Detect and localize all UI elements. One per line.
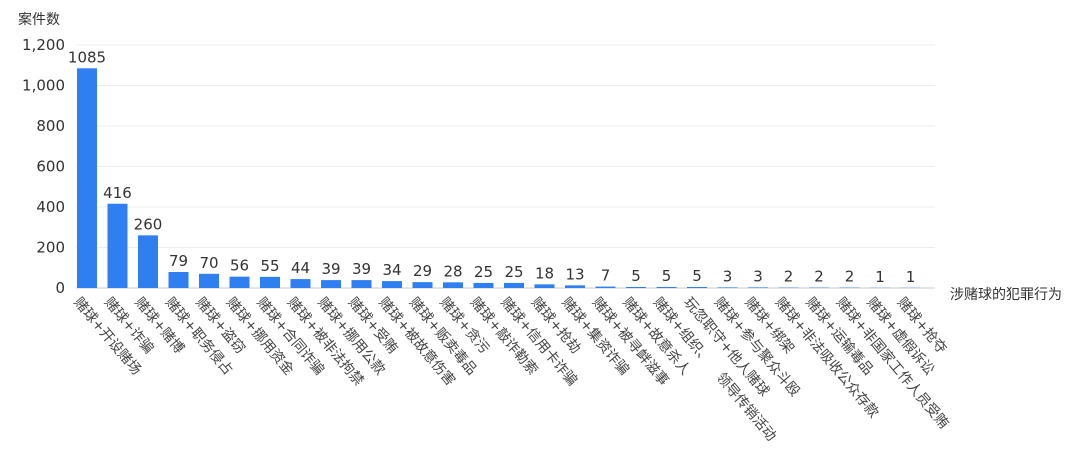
y-tick-label: 400 [36, 198, 65, 216]
data-label: 3 [723, 267, 733, 285]
data-label: 7 [601, 267, 611, 285]
data-label: 260 [134, 215, 163, 233]
data-label: 1 [875, 268, 885, 286]
data-label: 70 [199, 254, 218, 272]
data-label: 29 [413, 262, 432, 280]
bar [321, 280, 341, 288]
data-label: 416 [103, 184, 132, 202]
y-tick-label: 0 [55, 279, 65, 297]
data-label: 39 [352, 260, 371, 278]
data-label: 79 [169, 252, 188, 270]
bar [504, 282, 524, 288]
y-tick-label: 1,200 [22, 36, 65, 54]
bar [229, 276, 250, 288]
y-tick-label: 1,000 [22, 77, 65, 95]
bar [199, 273, 219, 288]
data-label: 55 [260, 257, 279, 275]
bar [290, 279, 311, 288]
data-label: 56 [230, 257, 249, 275]
data-label: 5 [662, 267, 672, 285]
bar [260, 276, 280, 288]
bar [351, 280, 372, 288]
data-label: 44 [291, 259, 310, 277]
x-axis-title: 涉赌球的犯罪行为 [950, 287, 1062, 303]
data-label: 1085 [68, 48, 106, 66]
bar [138, 235, 158, 288]
y-axis-title: 案件数 [18, 11, 60, 28]
y-tick-label: 600 [36, 158, 65, 176]
bar [534, 284, 555, 288]
data-label: 25 [504, 263, 523, 281]
data-label: 1 [906, 268, 916, 286]
data-label: 18 [535, 264, 554, 282]
data-label: 13 [565, 265, 584, 283]
data-label: 34 [382, 261, 401, 279]
data-label: 2 [845, 268, 855, 286]
bar [473, 282, 494, 288]
bar [107, 203, 128, 288]
data-label: 25 [474, 263, 493, 281]
bar [748, 287, 768, 288]
data-label: 5 [692, 267, 702, 285]
bar [382, 281, 402, 288]
bar [168, 272, 189, 288]
bar [412, 282, 433, 288]
data-label: 2 [784, 268, 794, 286]
data-label: 5 [631, 267, 641, 285]
bar [687, 286, 707, 288]
bar [656, 286, 677, 288]
bar [77, 68, 97, 288]
bar [626, 286, 646, 288]
bar [565, 285, 585, 288]
bar [443, 282, 463, 288]
bar [595, 286, 616, 288]
data-label: 3 [753, 267, 763, 285]
y-tick-label: 200 [36, 239, 65, 257]
bar [717, 287, 738, 288]
data-label: 28 [443, 262, 462, 280]
y-tick-label: 800 [36, 117, 65, 135]
data-label: 39 [321, 260, 340, 278]
data-label: 2 [814, 268, 824, 286]
